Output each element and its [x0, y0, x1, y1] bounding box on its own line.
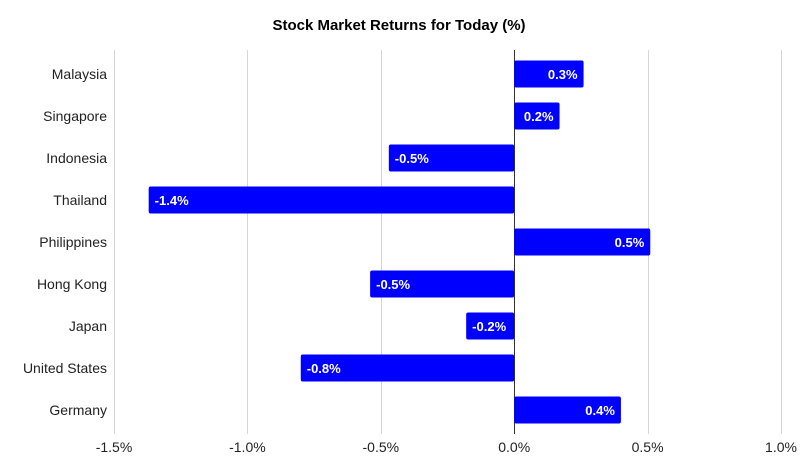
x-tick-label: 0.0% — [498, 439, 530, 455]
bar — [388, 144, 515, 172]
category-label: Indonesia — [46, 150, 107, 166]
bar — [514, 60, 584, 88]
x-tick-label: -1.0% — [229, 439, 266, 455]
bar — [370, 270, 515, 298]
data-label: -0.8% — [307, 361, 341, 376]
category-label: Japan — [69, 318, 107, 334]
bar — [466, 312, 515, 340]
data-label: 0.2% — [524, 109, 554, 124]
x-tick-labels: -1.5% -1.0% -0.5% 0.0% 0.5% 1.0% — [96, 439, 797, 455]
bar — [148, 186, 515, 214]
x-tick-label: -1.5% — [96, 439, 133, 455]
bars: 0.3% 0.2% -0.5% -1.4% 0.5% -0.5% -0.2% -0.8% 0.4… — [148, 60, 651, 424]
x-tick-label: 0.5% — [632, 439, 664, 455]
bar — [514, 102, 560, 130]
data-label: -1.4% — [155, 193, 189, 208]
x-tick-label: 1.0% — [765, 439, 797, 455]
category-label: Singapore — [43, 108, 107, 124]
data-label: -0.5% — [376, 277, 410, 292]
x-tick-label: -0.5% — [363, 439, 400, 455]
category-label: United States — [23, 360, 107, 376]
category-label: Malaysia — [52, 66, 107, 82]
data-label: -0.2% — [472, 319, 506, 334]
bar — [514, 396, 621, 424]
category-label: Hong Kong — [37, 276, 107, 292]
bar — [300, 354, 515, 382]
bar — [514, 228, 651, 256]
data-label: 0.4% — [585, 403, 615, 418]
data-label: 0.5% — [615, 235, 645, 250]
category-label: Philippines — [39, 234, 107, 250]
category-labels: Malaysia Singapore Indonesia Thailand Philip… — [23, 66, 107, 418]
category-label: Germany — [49, 402, 107, 418]
category-label: Thailand — [53, 192, 107, 208]
data-label: -0.5% — [395, 151, 429, 166]
chart-title: Stock Market Returns for Today (%) — [272, 17, 525, 34]
data-label: 0.3% — [548, 67, 578, 82]
